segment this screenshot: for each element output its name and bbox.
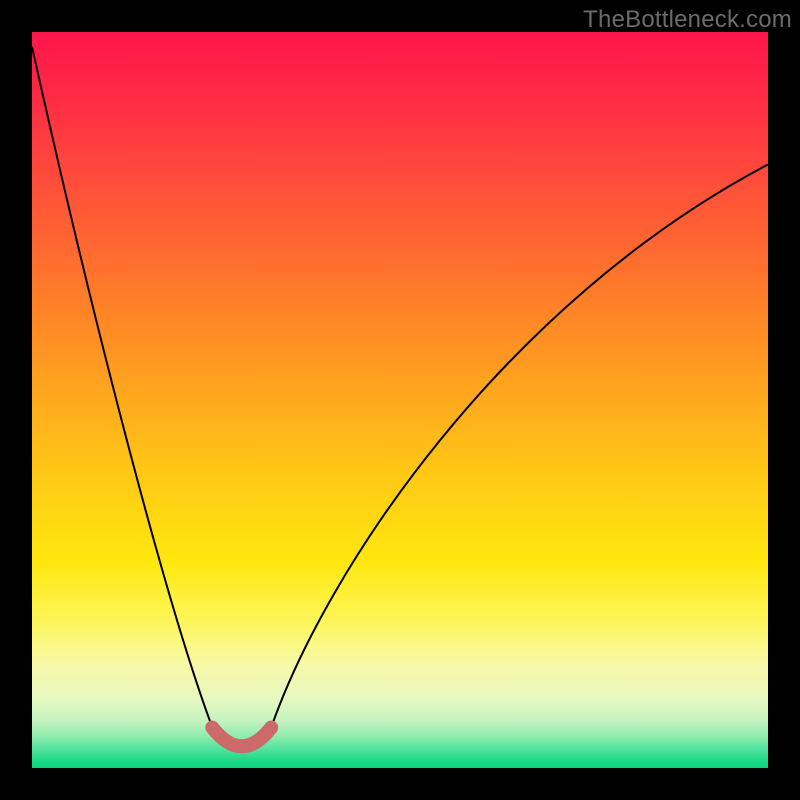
bottleneck-chart — [32, 32, 768, 768]
gradient-background — [32, 32, 768, 768]
watermark-text: TheBottleneck.com — [583, 6, 792, 34]
